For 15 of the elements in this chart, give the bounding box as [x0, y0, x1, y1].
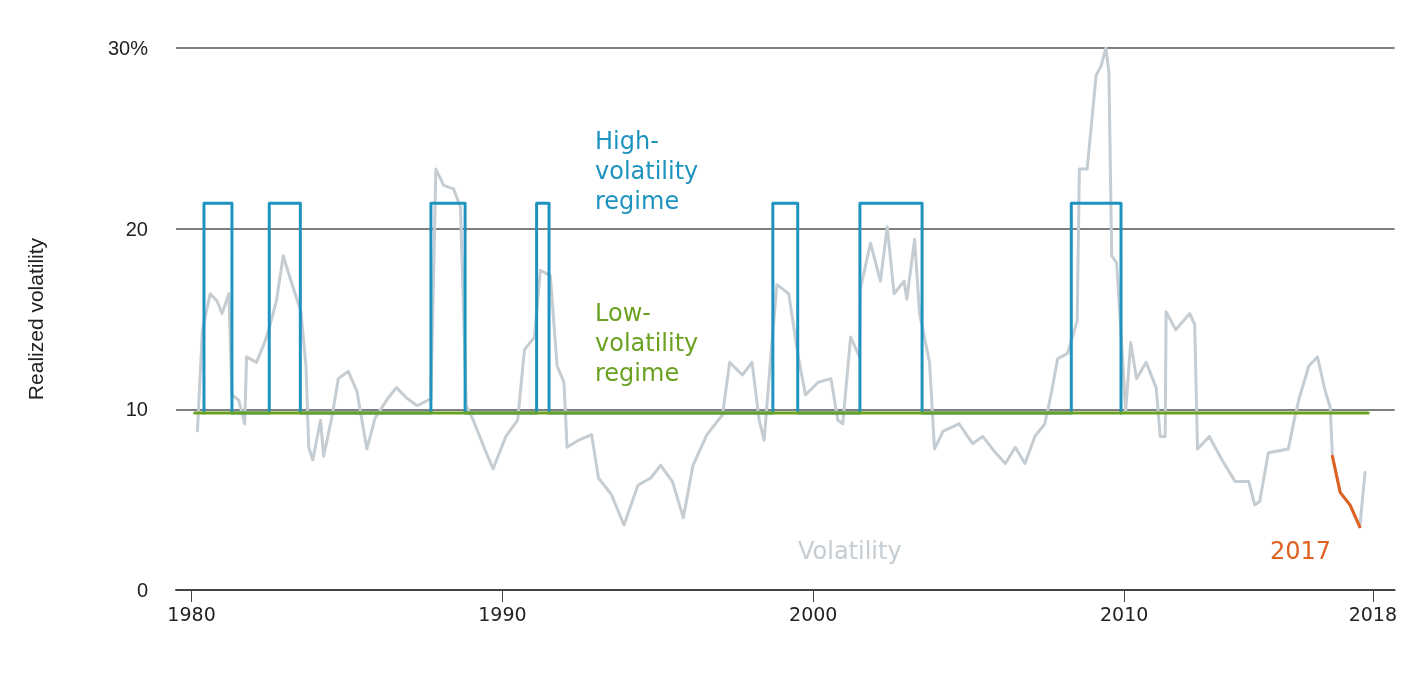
y-tick-label: 30% [107, 37, 149, 59]
x-tick-label: 2018 [1348, 602, 1397, 625]
series-label: 2017 [1270, 537, 1332, 565]
x-tick-label: 2000 [789, 602, 838, 625]
x-tick-label: 1980 [167, 602, 216, 625]
x-tick-label: 1990 [478, 602, 527, 625]
y-tick-label: 20 [125, 217, 148, 240]
series-label: Low-volatility regime [595, 299, 699, 387]
text: Volatility [798, 537, 902, 565]
y-axis-title: Realized volatility [24, 237, 47, 401]
series-label: High-volatility regime [595, 127, 699, 215]
x-tick-label: 2010 [1099, 602, 1149, 625]
line-series [1330, 454, 1362, 529]
y-tick-label: 0 [136, 579, 148, 601]
y-tick-label: 10 [125, 398, 148, 421]
